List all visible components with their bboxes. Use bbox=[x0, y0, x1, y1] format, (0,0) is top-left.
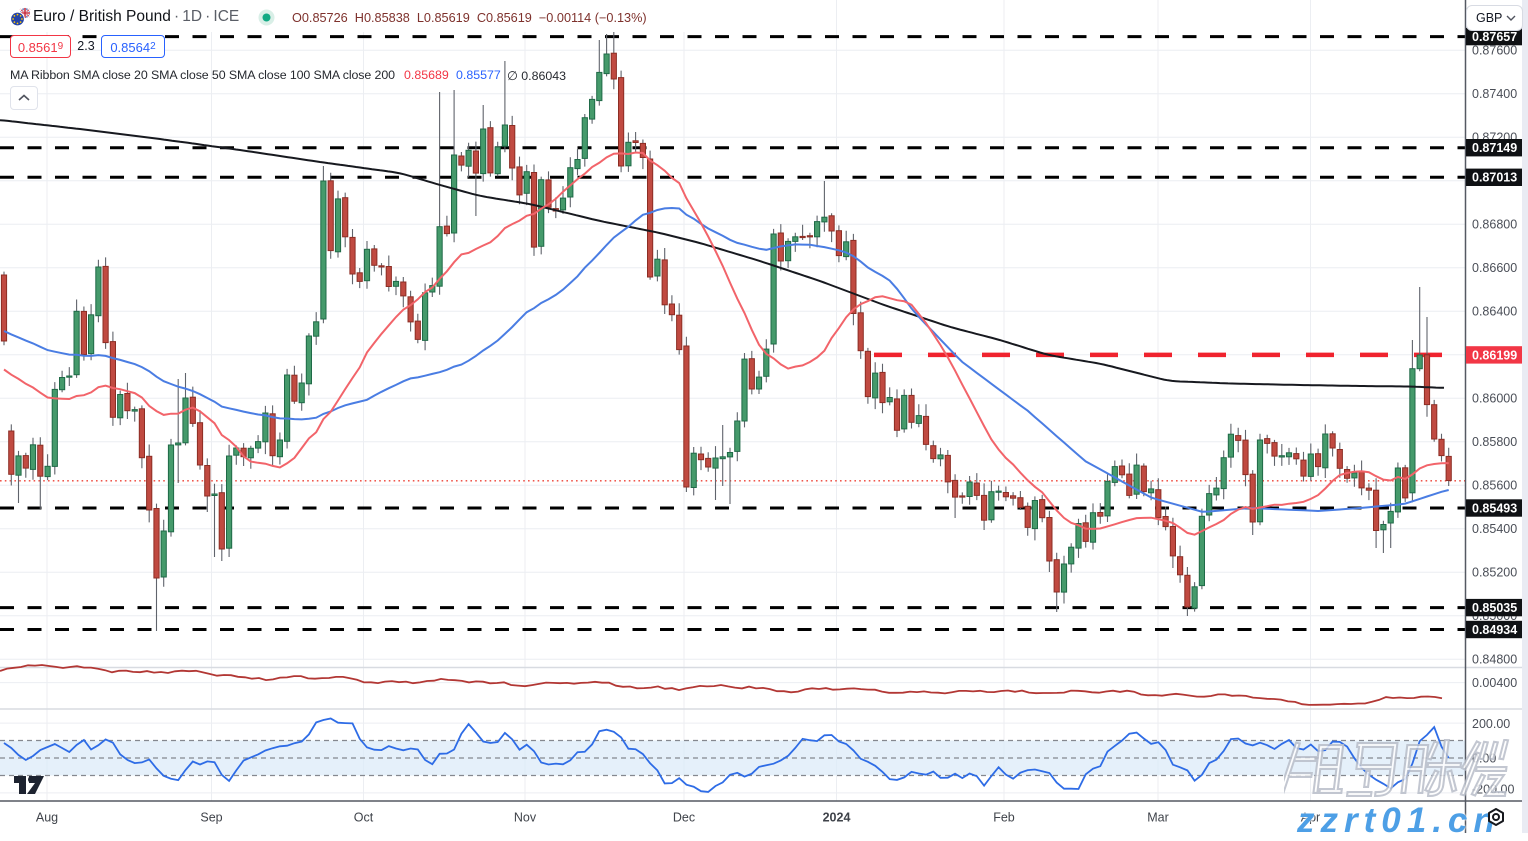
svg-text:0.86600: 0.86600 bbox=[1472, 261, 1517, 275]
svg-text:0.87013: 0.87013 bbox=[1472, 171, 1517, 185]
svg-text:0.85493: 0.85493 bbox=[1472, 501, 1517, 515]
svg-text:0.85035: 0.85035 bbox=[1472, 601, 1517, 615]
svg-text:200.00: 200.00 bbox=[1472, 717, 1510, 731]
svg-text:Aug: Aug bbox=[36, 811, 58, 825]
svg-text:0.86199: 0.86199 bbox=[1472, 348, 1517, 362]
svg-text:Mar: Mar bbox=[1147, 811, 1169, 825]
svg-text:Sep: Sep bbox=[200, 811, 222, 825]
svg-text:0.87657: 0.87657 bbox=[1472, 30, 1517, 44]
svg-text:Feb: Feb bbox=[993, 811, 1015, 825]
svg-text:0.85400: 0.85400 bbox=[1472, 522, 1517, 536]
svg-text:0.86800: 0.86800 bbox=[1472, 218, 1517, 232]
svg-text:0.00400: 0.00400 bbox=[1472, 676, 1517, 690]
svg-text:2024: 2024 bbox=[823, 811, 851, 825]
svg-text:Nov: Nov bbox=[514, 811, 537, 825]
svg-text:0.87400: 0.87400 bbox=[1472, 87, 1517, 101]
svg-text:0.86000: 0.86000 bbox=[1472, 392, 1517, 406]
svg-text:Dec: Dec bbox=[673, 811, 695, 825]
svg-text:0.85800: 0.85800 bbox=[1472, 435, 1517, 449]
svg-text:0.87149: 0.87149 bbox=[1472, 141, 1517, 155]
svg-text:0.84934: 0.84934 bbox=[1472, 623, 1517, 637]
svg-text:0.84800: 0.84800 bbox=[1472, 653, 1517, 667]
svg-text:0.85200: 0.85200 bbox=[1472, 566, 1517, 580]
svg-text:0.87600: 0.87600 bbox=[1472, 44, 1517, 58]
svg-text:Oct: Oct bbox=[354, 811, 374, 825]
svg-text:0.85600: 0.85600 bbox=[1472, 479, 1517, 493]
svg-text:0.86400: 0.86400 bbox=[1472, 305, 1517, 319]
svg-text:Apr: Apr bbox=[1301, 811, 1320, 825]
